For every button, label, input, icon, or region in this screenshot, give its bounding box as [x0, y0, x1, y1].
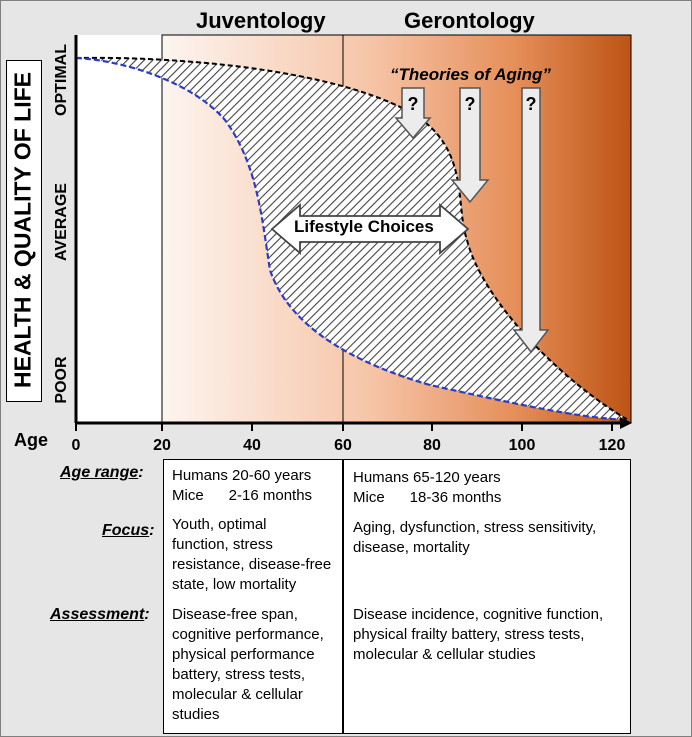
question-mark: ? — [407, 94, 419, 114]
gerontology-header: Gerontology — [404, 8, 535, 33]
x-tick-label: 80 — [423, 437, 441, 454]
question-mark: ? — [464, 94, 476, 114]
theory-arrow-1 — [394, 87, 432, 140]
x-axis-label: Age — [14, 430, 49, 450]
x-tick-label: 60 — [334, 437, 352, 454]
y-level-poor: POOR — [53, 356, 70, 404]
ger-age-range-cell: Humans 65-120 years Mice 18-36 months — [353, 469, 502, 506]
gerontology-column — [343, 459, 631, 734]
lower-healthspan-curve — [75, 56, 629, 422]
x-tick-label: 120 — [598, 437, 626, 454]
row-label-assessment: Assessment: — [50, 606, 150, 623]
ger-focus-cell: Aging, dysfunction, stress sensitivity, d… — [353, 519, 597, 556]
y-title-box — [6, 60, 42, 402]
juventology-column — [163, 459, 343, 734]
juv-age-range-cell: Humans 20-60 years Mice 2-16 months — [172, 467, 313, 504]
row-label-focus: Focus: — [102, 522, 155, 539]
juv-assessment-cell: Disease-free span, cognitive performance,… — [172, 606, 324, 723]
lifestyle-arrow — [270, 203, 470, 255]
x-tick-label: 40 — [243, 437, 261, 454]
theories-of-aging-label: “Theories of Aging” — [390, 65, 551, 84]
theory-arrow-2 — [450, 87, 490, 204]
theory-arrow-3 — [512, 87, 550, 354]
y-axis-title: HEALTH & QUALITY OF LIFE — [9, 71, 36, 389]
x-tick-label: 100 — [508, 437, 536, 454]
pre-juventology-area — [76, 35, 162, 423]
row-label-age-range: Age range: — [60, 464, 144, 481]
juv-focus-cell: Youth, optimal function, stress resistance… — [172, 516, 332, 593]
y-level-optimal: OPTIMAL — [53, 44, 70, 116]
x-tick-label: 20 — [153, 437, 171, 454]
question-mark: ? — [525, 94, 537, 114]
juventology-header: Juventology — [196, 8, 326, 33]
x-axis-arrowhead — [620, 417, 632, 429]
lifestyle-choices-label: Lifestyle Choices — [294, 217, 434, 236]
ger-assessment-cell: Disease incidence, cognitive function, ph… — [353, 606, 604, 663]
y-level-average: AVERAGE — [53, 183, 70, 261]
x-tick-label: 0 — [71, 437, 81, 454]
